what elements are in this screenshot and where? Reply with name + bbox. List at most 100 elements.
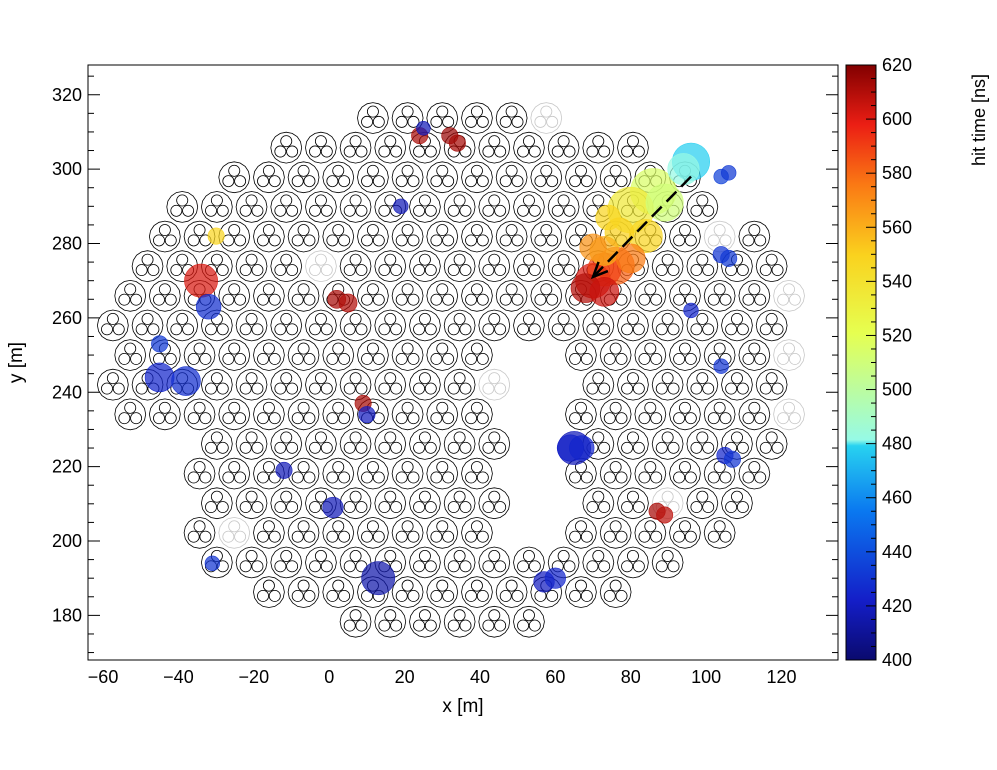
station-outline bbox=[617, 546, 649, 579]
station bbox=[322, 576, 355, 608]
tank-outline bbox=[586, 145, 599, 158]
tank-outline bbox=[470, 520, 483, 533]
x-tick-label: 60 bbox=[545, 667, 565, 687]
tank-outline bbox=[465, 589, 478, 602]
station-outline bbox=[218, 516, 251, 549]
tank-outline bbox=[459, 264, 472, 277]
station bbox=[426, 279, 459, 312]
station bbox=[478, 191, 511, 223]
tank-outline bbox=[303, 471, 316, 484]
station bbox=[565, 161, 597, 194]
station bbox=[287, 576, 320, 608]
tank-outline bbox=[280, 194, 293, 207]
tank-outline bbox=[476, 530, 489, 543]
station bbox=[426, 161, 459, 194]
tank-outline bbox=[286, 441, 299, 454]
tank-outline bbox=[627, 550, 639, 562]
tank-outline bbox=[598, 560, 611, 573]
tank-outline bbox=[436, 401, 449, 414]
hit-marker bbox=[151, 335, 169, 353]
station bbox=[495, 220, 528, 253]
station-outline bbox=[426, 576, 459, 608]
tank-outline bbox=[771, 323, 784, 336]
tank-outline bbox=[326, 175, 339, 188]
tank-outline bbox=[234, 412, 247, 425]
tank-outline bbox=[482, 323, 495, 336]
tank-outline bbox=[239, 441, 252, 454]
tank-outline bbox=[355, 619, 368, 632]
tank-outline bbox=[320, 382, 333, 395]
station-outline bbox=[703, 279, 736, 312]
station-outline bbox=[443, 487, 476, 520]
tank-outline bbox=[621, 382, 634, 395]
tank-outline bbox=[488, 431, 501, 444]
tank-outline bbox=[222, 530, 235, 543]
plot-frame bbox=[87, 64, 839, 661]
station bbox=[617, 487, 649, 520]
tank-outline bbox=[245, 372, 258, 385]
station bbox=[391, 339, 424, 371]
tank-outline bbox=[228, 283, 241, 296]
tank-outline bbox=[442, 115, 455, 128]
station bbox=[183, 339, 216, 371]
colorbar-tick-label: 520 bbox=[882, 325, 912, 345]
tank-outline bbox=[482, 501, 495, 514]
tank-outline bbox=[390, 560, 403, 573]
tank-outline bbox=[413, 501, 426, 514]
tank-outline bbox=[228, 224, 241, 237]
tank-outline bbox=[286, 501, 299, 514]
tank-outline bbox=[540, 283, 553, 296]
tank-outline bbox=[777, 293, 790, 306]
tank-outline bbox=[540, 164, 553, 177]
tank-outline bbox=[205, 323, 217, 336]
tank-outline bbox=[788, 352, 801, 365]
station-outline bbox=[686, 309, 719, 342]
tank-outline bbox=[314, 135, 327, 148]
tank-outline bbox=[563, 560, 576, 573]
tank-outline bbox=[320, 204, 333, 217]
tank-outline bbox=[494, 501, 507, 514]
station-outline bbox=[270, 546, 303, 579]
tank-outline bbox=[384, 253, 397, 266]
station bbox=[114, 279, 147, 312]
tank-outline bbox=[476, 115, 489, 128]
tank-outline bbox=[499, 175, 512, 188]
hit-marker bbox=[361, 561, 396, 596]
tank-outline bbox=[522, 135, 535, 148]
tank-outline bbox=[430, 471, 443, 484]
station-outline bbox=[582, 368, 615, 401]
tank-outline bbox=[522, 609, 535, 622]
tank-outline bbox=[517, 204, 530, 217]
x-tick-label: 80 bbox=[621, 667, 641, 687]
tank-outline bbox=[395, 530, 408, 543]
station-outline bbox=[409, 309, 441, 342]
station-outline bbox=[339, 191, 372, 223]
tank-outline bbox=[771, 264, 784, 277]
station-outline bbox=[530, 102, 563, 134]
tank-outline bbox=[361, 175, 374, 188]
tank-outline bbox=[257, 530, 269, 543]
station bbox=[582, 487, 615, 520]
tank-outline bbox=[442, 234, 455, 247]
tank-outline bbox=[332, 579, 345, 592]
station bbox=[478, 368, 511, 401]
station bbox=[305, 428, 337, 460]
tank-outline bbox=[569, 352, 582, 365]
tank-outline bbox=[268, 412, 281, 425]
station-outline bbox=[443, 368, 476, 401]
tank-outline bbox=[291, 412, 304, 425]
colorbar-label: hit time [ns] bbox=[969, 74, 989, 166]
tank-outline bbox=[193, 342, 206, 355]
station bbox=[96, 309, 129, 342]
station bbox=[617, 131, 649, 164]
tank-outline bbox=[430, 293, 443, 306]
station bbox=[530, 279, 563, 312]
station-outline bbox=[253, 457, 285, 490]
tank-outline bbox=[343, 441, 356, 454]
station-outline bbox=[183, 220, 216, 253]
station-outline bbox=[686, 368, 719, 401]
station bbox=[218, 457, 251, 490]
station-outline bbox=[391, 576, 424, 608]
tank-outline bbox=[158, 283, 171, 296]
